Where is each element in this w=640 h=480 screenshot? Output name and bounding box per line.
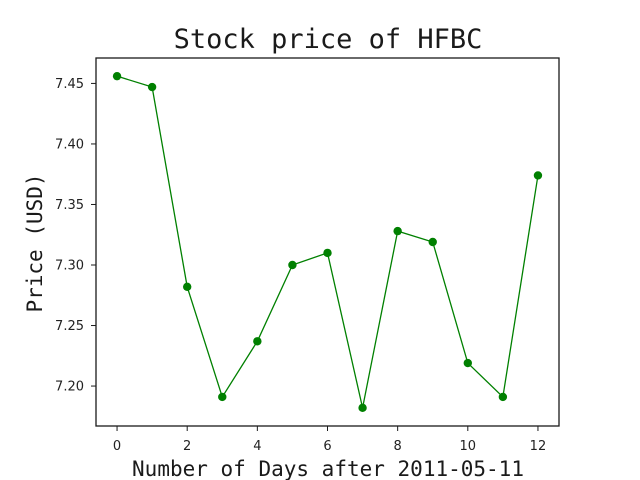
data-point <box>498 392 508 402</box>
data-point <box>393 226 402 236</box>
data-point <box>147 82 157 92</box>
axes-frame <box>95 57 560 427</box>
data-point <box>182 282 192 291</box>
y-tick-label: 7.25 <box>55 319 84 334</box>
y-tick-label: 7.30 <box>55 259 84 274</box>
y-tick-label: 7.20 <box>55 380 84 395</box>
x-tick-label: 8 <box>394 439 402 454</box>
x-tick-label: 2 <box>183 439 191 454</box>
x-axis-ticks: 0 2 4 6 8 10 12 <box>113 426 546 454</box>
x-tick-label: 0 <box>113 439 121 454</box>
x-tick-label: 4 <box>253 439 261 454</box>
data-point <box>218 392 227 402</box>
data-point <box>358 403 367 413</box>
x-axis-label: Number of Days after 2011-05-11 <box>132 457 524 480</box>
y-tick-label: 7.40 <box>55 137 84 152</box>
data-point <box>323 248 332 258</box>
chart-title: Stock price of HFBC <box>174 24 483 55</box>
y-tick-label: 7.35 <box>55 198 84 213</box>
y-axis-ticks: 7.20 7.25 7.30 7.35 7.40 7.45 <box>55 77 96 395</box>
x-tick-label: 6 <box>323 439 331 454</box>
data-point <box>112 71 122 81</box>
data-point <box>288 260 297 270</box>
x-tick-label: 12 <box>530 439 547 454</box>
y-tick-label: 7.45 <box>55 77 84 92</box>
y-axis-label: Price (USD) <box>23 173 47 312</box>
data-point <box>533 171 543 180</box>
data-point <box>428 237 437 247</box>
data-point <box>253 337 262 346</box>
plot-area <box>112 71 543 413</box>
data-point <box>463 358 473 368</box>
x-tick-label: 10 <box>460 439 477 454</box>
